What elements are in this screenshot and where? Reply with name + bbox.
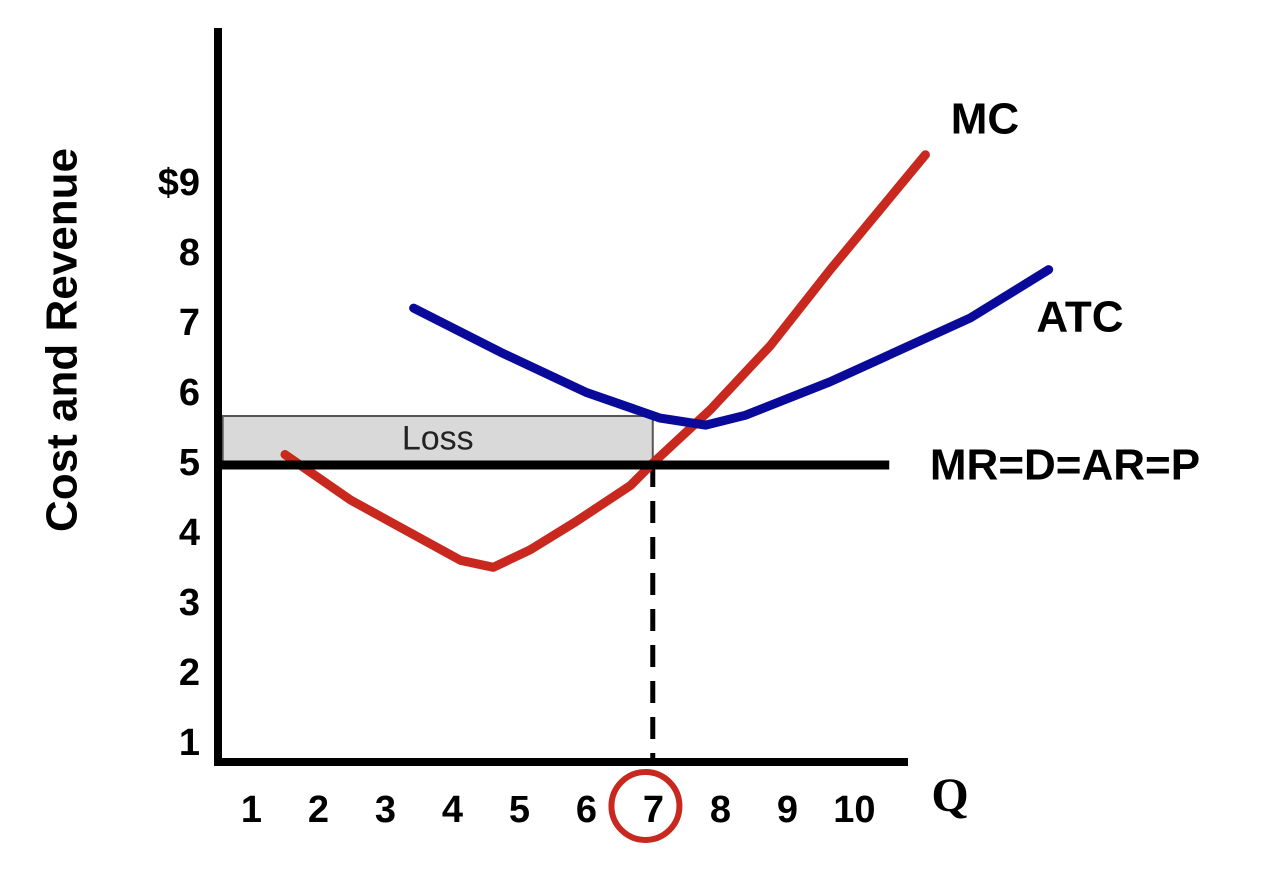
- series-line: [409, 265, 1054, 430]
- series-label: MR=D=AR=P: [930, 441, 1200, 490]
- series-label: ATC: [1036, 293, 1123, 342]
- x-tick-label: 4: [442, 789, 463, 831]
- x-tick-label: 7: [643, 789, 664, 831]
- y-tick-label: 3: [179, 582, 200, 624]
- y-tick-label: 5: [179, 442, 200, 484]
- x-tick-label: 2: [308, 789, 329, 831]
- x-tick-label: 8: [710, 789, 731, 831]
- loss-label: Loss: [402, 420, 474, 458]
- x-tick-label: 10: [833, 789, 875, 831]
- series-line: [280, 150, 930, 572]
- y-tick-label: 8: [179, 232, 200, 274]
- y-axis-label: Cost and Revenue: [38, 148, 87, 532]
- x-tick-label: 6: [576, 789, 597, 831]
- x-tick-label: 9: [777, 789, 798, 831]
- x-tick-label: 3: [375, 789, 396, 831]
- series-label: MC: [951, 95, 1019, 144]
- y-tick-label: 1: [179, 722, 200, 764]
- highlight-circle: [608, 769, 683, 843]
- y-tick-label: 6: [179, 372, 200, 414]
- y-tick-label: 2: [179, 652, 200, 694]
- y-tick-label: 4: [179, 512, 200, 554]
- x-axis-label: Q: [931, 769, 968, 822]
- y-tick-label: 7: [179, 302, 200, 344]
- y-tick-label: $9: [158, 162, 200, 204]
- x-tick-label: 1: [241, 789, 262, 831]
- x-tick-label: 5: [509, 789, 530, 831]
